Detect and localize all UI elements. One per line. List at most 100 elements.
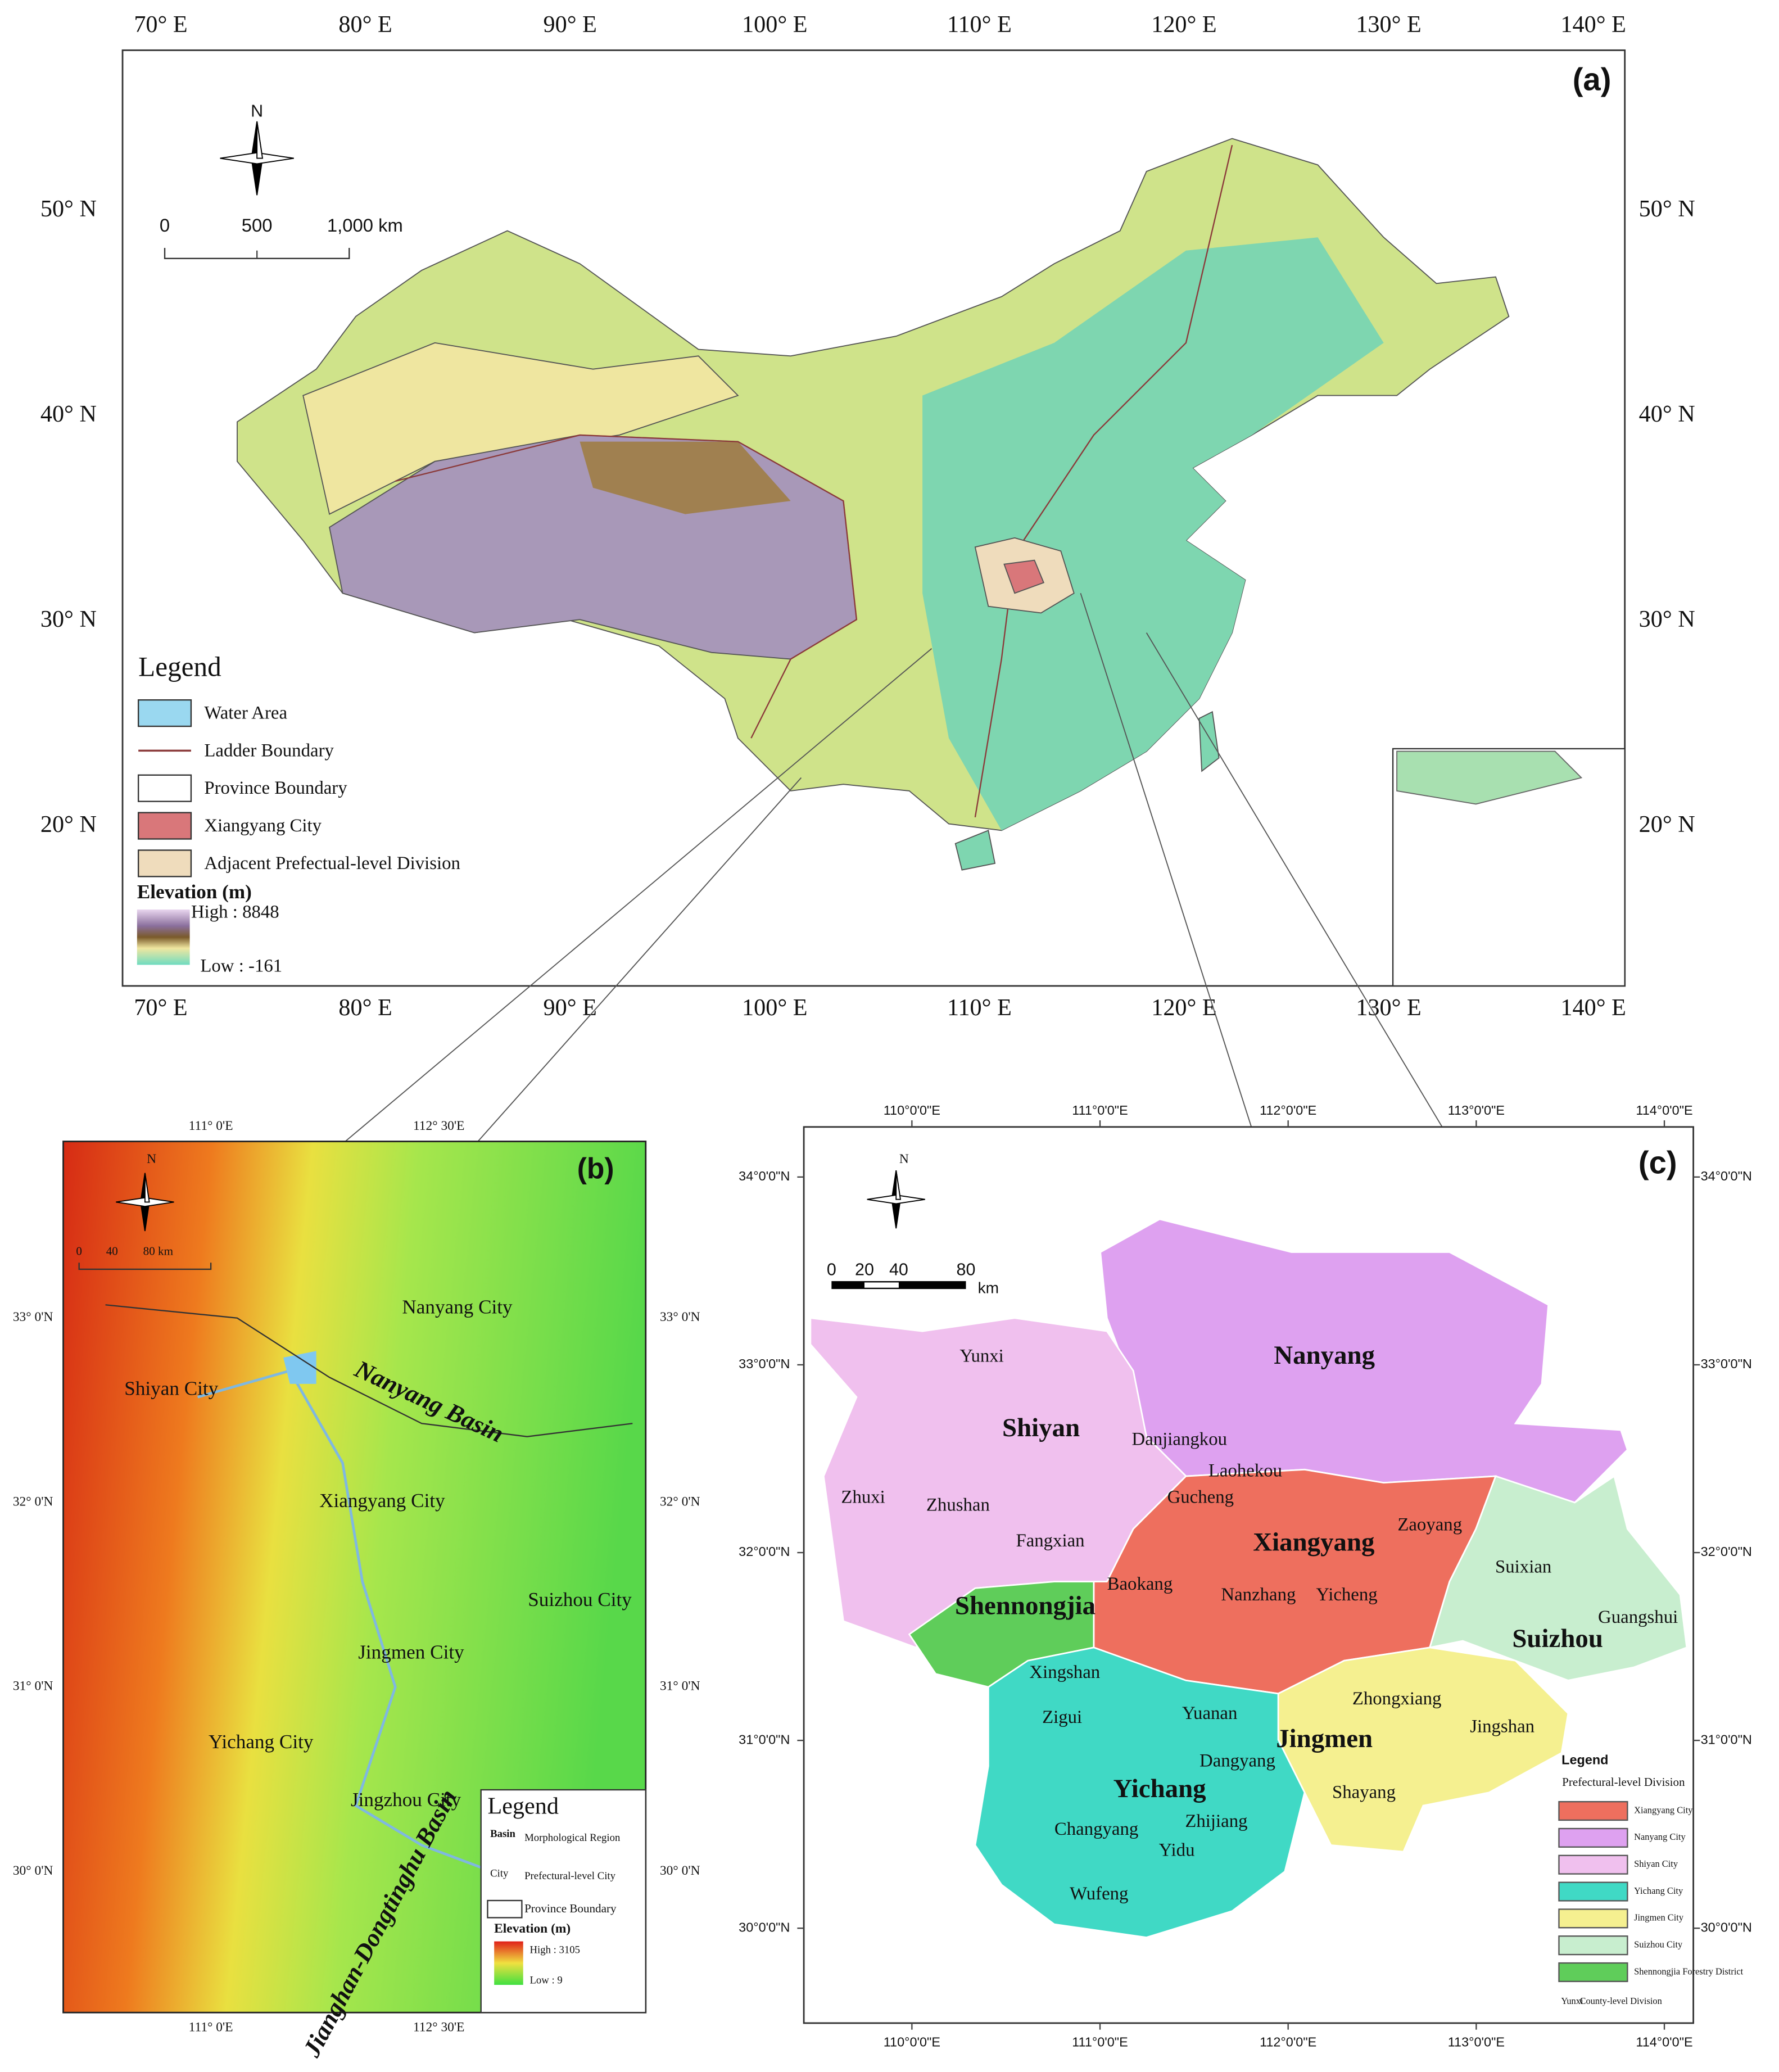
legend-swatch <box>1558 1800 1628 1821</box>
lon-tick-label: 112° 30'E <box>413 2020 465 2035</box>
lon-tick-label: 114°0'0"E <box>1636 1103 1692 1118</box>
lat-tick-label: 32°0'0"N <box>739 1544 790 1559</box>
scale-label: 80 km <box>143 1244 174 1257</box>
region-label: Shiyan <box>1002 1413 1080 1442</box>
county-label: Guangshui <box>1598 1607 1678 1627</box>
taiwan <box>1198 711 1220 772</box>
lon-tick-label: 130° E <box>1356 11 1421 38</box>
county-label: Zhongxiang <box>1352 1689 1442 1709</box>
legend-label: Yichang City <box>1634 1885 1683 1896</box>
county-label: Changyang <box>1054 1819 1138 1839</box>
lon-tick-label: 111°0'0"E <box>1072 2034 1128 2049</box>
legend-symbol: Yunxi <box>1561 1996 1583 2006</box>
lat-tick-label: 33° 0'N <box>660 1310 700 1324</box>
legend-label: Province Boundary <box>204 778 347 798</box>
region-label: Shennongjia <box>955 1591 1096 1620</box>
legend-title: Legend <box>1561 1753 1608 1767</box>
lon-tick-label: 80° E <box>338 11 392 38</box>
lon-tick-label: 110°0'0"E <box>884 1103 940 1118</box>
lon-tick-label: 110° E <box>947 11 1012 38</box>
legend-label: Shennongjia Forestry District <box>1634 1966 1744 1976</box>
place-label: Shiyan City <box>124 1378 218 1400</box>
scale-label: 80 <box>957 1260 976 1279</box>
county-label: Suixian <box>1495 1557 1551 1577</box>
lon-tick-label: 80° E <box>338 994 392 1021</box>
legend-swatch <box>137 812 192 840</box>
legend-subtitle: Prefectural-level Division <box>1562 1775 1685 1789</box>
county-label: Shayang <box>1332 1783 1396 1803</box>
region-label: Suizhou <box>1512 1624 1603 1653</box>
lat-tick-label: 20° N <box>1639 811 1695 838</box>
lat-tick-label: 50° N <box>1639 196 1695 222</box>
legend-label: Morphological Region <box>524 1832 621 1844</box>
county-label: Laohekou <box>1208 1461 1282 1481</box>
lon-tick-label: 111°0'0"E <box>1072 1103 1128 1118</box>
place-label: Jingzhou City <box>351 1789 461 1811</box>
connector <box>345 648 932 1142</box>
lat-tick-label: 50° N <box>40 196 97 222</box>
place-label: Jingmen City <box>358 1641 464 1663</box>
lon-tick-label: 110°0'0"E <box>884 2034 940 2049</box>
north-arrow <box>144 1173 150 1203</box>
elevation-ramp <box>494 1941 523 1985</box>
lat-tick-label: 40° N <box>1639 401 1695 427</box>
lat-tick-label: 33° 0'N <box>13 1310 53 1324</box>
legend-subtitle: Elevation (m) <box>494 1921 571 1936</box>
lat-tick-label: 34°0'0"N <box>739 1169 790 1183</box>
lon-tick-label: 111° 0'E <box>189 2020 233 2035</box>
legend-label: Adjacent Prefectual-level Division <box>204 853 460 874</box>
lon-tick-label: 120° E <box>1151 994 1216 1021</box>
legend-title: Legend <box>487 1793 559 1820</box>
legend-swatch <box>1558 1854 1628 1875</box>
legend-swatch <box>1558 1935 1628 1956</box>
legend-label: High : 8848 <box>191 902 279 922</box>
lat-tick-label: 31° 0'N <box>660 1679 700 1694</box>
north-label: N <box>899 1152 909 1166</box>
xiangyang-city <box>1003 559 1045 594</box>
county-label: Danjiangkou <box>1132 1429 1228 1449</box>
legend-subtitle: Elevation (m) <box>137 881 252 903</box>
north-label: N <box>147 1152 156 1166</box>
legend-label: High : 3105 <box>529 1944 580 1956</box>
north-arrow <box>895 1170 902 1200</box>
legend-label: Xiangyang City <box>204 816 322 836</box>
lon-tick-label: 90° E <box>544 11 597 38</box>
lat-tick-label: 33°0'0"N <box>739 1356 790 1371</box>
scale-label: 20 <box>855 1260 874 1279</box>
legend-swatch <box>487 1899 523 1919</box>
county-label: Yicheng <box>1316 1585 1377 1605</box>
lon-tick-label: 90° E <box>544 994 597 1021</box>
legend-title: Legend <box>138 652 221 682</box>
north-arrow <box>256 121 264 159</box>
county-label: Jingshan <box>1470 1716 1534 1736</box>
lat-tick-label: 20° N <box>40 811 97 838</box>
legend-label: Low : -161 <box>200 956 282 976</box>
scale-bar <box>78 1263 212 1270</box>
lon-tick-label: 113°0'0"E <box>1448 1103 1505 1118</box>
county-label: Nanzhang <box>1221 1585 1296 1605</box>
county-label: Yidu <box>1159 1840 1195 1861</box>
county-label: Yunxi <box>959 1346 1003 1367</box>
scale-label: 0 <box>76 1244 82 1257</box>
scale-label: 1,000 km <box>327 215 403 236</box>
legend-label: County-level Division <box>1580 1996 1662 2006</box>
lat-tick-label: 30° N <box>1639 606 1695 632</box>
legend-label: Xiangyang City <box>1634 1804 1693 1815</box>
scale-label: 500 <box>242 215 273 236</box>
lon-tick-label: 112°0'0"E <box>1260 1103 1316 1118</box>
legend-swatch <box>137 849 192 877</box>
lat-tick-label: 32°0'0"N <box>1701 1544 1752 1559</box>
north-label: N <box>251 102 263 121</box>
lat-tick-label: 31° 0'N <box>13 1679 53 1694</box>
ladder-boundary <box>974 144 1233 818</box>
county-label: Zaoyang <box>1397 1515 1462 1535</box>
ladder-boundary <box>395 434 858 739</box>
legend-symbol: Basin <box>490 1828 515 1840</box>
lon-tick-label: 130° E <box>1356 994 1421 1021</box>
lat-tick-label: 30° 0'N <box>13 1863 53 1878</box>
hainan <box>954 829 996 871</box>
lat-tick-label: 30°0'0"N <box>739 1920 790 1934</box>
